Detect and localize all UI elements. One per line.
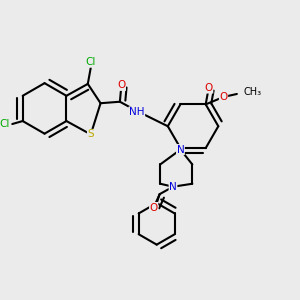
Text: CH₃: CH₃ (243, 88, 262, 98)
Text: S: S (88, 129, 94, 140)
Text: O: O (117, 80, 125, 90)
Text: Cl: Cl (85, 57, 96, 67)
Text: N: N (177, 145, 184, 154)
Text: NH: NH (129, 107, 145, 117)
Text: O: O (205, 83, 213, 93)
Text: O: O (219, 92, 228, 102)
Text: N: N (169, 182, 177, 192)
Text: O: O (150, 202, 158, 212)
Text: Cl: Cl (0, 119, 10, 129)
Text: NH: NH (129, 107, 145, 117)
